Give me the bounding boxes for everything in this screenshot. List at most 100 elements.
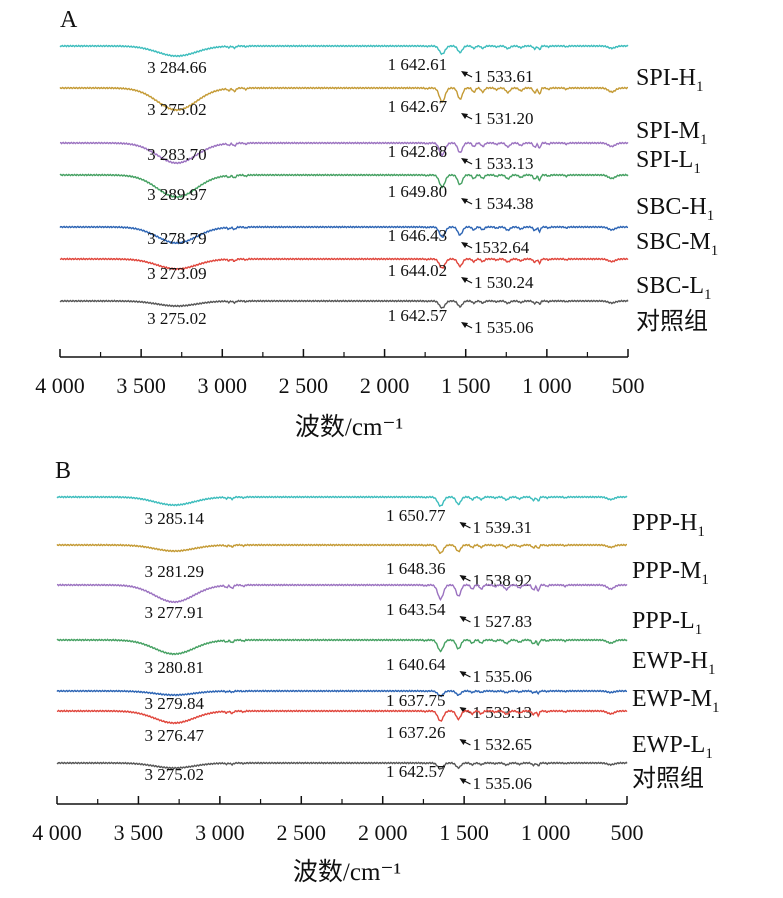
peak-label-oh: 3 281.29 — [145, 562, 205, 581]
peak-label-amide1: 1 643.54 — [386, 600, 446, 619]
series-label-b-4: EWP-M1 — [632, 686, 720, 716]
panel-b-plot: 3 285.14 1 650.77 1 539.31 PPP-H1 3 281.29 1 … — [32, 495, 720, 886]
series-label-b-2: PPP-L1 — [632, 608, 702, 638]
panel-a-letter: A — [60, 7, 78, 33]
x-tick-label: 3 500 — [116, 373, 166, 398]
peak-label-amide1: 1 642.88 — [388, 142, 448, 161]
series-label-b-6: 对照组 — [632, 765, 704, 792]
x-tick-label: 1 000 — [522, 373, 572, 398]
peak-label-oh: 3 278.79 — [147, 229, 207, 248]
peak-label-amide1: 1 649.80 — [388, 182, 448, 201]
x-tick-label: 3 500 — [114, 820, 164, 845]
peak-arrowhead — [461, 322, 469, 328]
x-tick-label: 2 000 — [358, 820, 408, 845]
x-tick-label: 1 500 — [439, 820, 489, 845]
x-tick-label: 1 000 — [521, 820, 571, 845]
peak-label-amide1: 1 648.36 — [386, 559, 446, 578]
x-tick-label: 1 500 — [441, 373, 491, 398]
series-label-a-2: SPI-L1 — [636, 147, 701, 177]
x-tick-label: 2 000 — [360, 373, 410, 398]
peak-label-oh: 3 283.70 — [147, 145, 207, 164]
peak-label-oh: 3 280.81 — [145, 658, 205, 677]
peak-arrowhead — [461, 158, 469, 164]
peak-label-amide1: 1 642.57 — [388, 306, 448, 325]
peak-label-amide2: 1 533.13 — [474, 154, 534, 173]
peak-arrowhead — [459, 739, 467, 745]
series-label-b-1: PPP-M1 — [632, 558, 709, 588]
peak-label-amide2: 1 527.83 — [472, 612, 532, 631]
peak-label-amide1: 1 640.64 — [386, 655, 446, 674]
x-tick-label: 4 000 — [35, 373, 85, 398]
spectrum-line-b-4 — [56, 689, 628, 698]
x-tick-label: 2 500 — [277, 820, 327, 845]
peak-label-amide2: 1532.64 — [474, 238, 530, 257]
peak-arrowhead — [459, 707, 467, 713]
peak-label-amide2: 1 535.06 — [474, 318, 534, 337]
peak-arrowhead — [461, 277, 469, 283]
x-tick-label: 2 500 — [279, 373, 329, 398]
peak-label-oh: 3 285.14 — [145, 509, 205, 528]
peak-label-amide2: 1 530.24 — [474, 273, 534, 292]
series-label-b-3: EWP-H1 — [632, 648, 715, 678]
x-tick-label: 3 000 — [195, 820, 245, 845]
spectrum-line-a-3 — [59, 173, 629, 199]
peak-label-amide1: 1 642.57 — [386, 762, 446, 781]
spectrum-line-a-2 — [59, 141, 629, 165]
peak-label-amide2: 1 538.92 — [472, 571, 532, 590]
spectrum-line-a-0 — [59, 44, 629, 58]
series-label-b-0: PPP-H1 — [632, 510, 705, 540]
peak-arrowhead — [459, 575, 467, 581]
peak-arrowhead — [461, 113, 469, 119]
peak-label-oh: 3 279.84 — [145, 694, 205, 713]
series-label-a-5: SBC-L1 — [636, 273, 712, 303]
peak-label-amide1: 1 650.77 — [386, 506, 446, 525]
series-label-a-0: SPI-H1 — [636, 65, 704, 95]
peak-label-amide2: 1 533.61 — [474, 67, 534, 86]
peak-label-oh: 3 275.02 — [145, 765, 205, 784]
series-label-a-3: SBC-H1 — [636, 194, 714, 224]
spectrum-line-a-5 — [59, 257, 629, 271]
x-axis-label: 波数/cm⁻¹ — [295, 413, 403, 441]
peak-label-amide1: 1 642.67 — [388, 97, 448, 116]
peak-arrowhead — [459, 671, 467, 677]
peak-label-amide1: 1 646.43 — [388, 226, 448, 245]
peak-label-oh: 3 289.97 — [147, 185, 207, 204]
panel-a-plot: 3 284.66 1 642.61 1 533.61 SPI-H1 3 275.02 1 … — [35, 44, 718, 441]
spectrum-line-b-3 — [56, 638, 628, 656]
spectrum-line-b-2 — [56, 583, 628, 604]
series-label-a-6: 对照组 — [636, 308, 708, 335]
panel-b-letter: B — [55, 458, 71, 484]
series-label-b-5: EWP-L1 — [632, 732, 713, 762]
peak-label-amide2: 1 532.65 — [472, 735, 532, 754]
spectrum-line-a-4 — [59, 225, 629, 245]
x-tick-label: 500 — [611, 820, 644, 845]
x-tick-label: 500 — [612, 373, 645, 398]
peak-arrowhead — [461, 71, 469, 77]
peak-label-amide1: 1 644.02 — [388, 261, 448, 280]
peak-label-amide1: 1 637.75 — [386, 691, 446, 710]
spectrum-line-a-6 — [59, 299, 629, 310]
peak-label-amide2: 1 531.20 — [474, 109, 534, 128]
peak-label-amide2: 1 535.06 — [472, 667, 532, 686]
peak-arrowhead — [459, 778, 467, 784]
peak-arrowhead — [459, 616, 467, 622]
peak-arrowhead — [459, 522, 467, 528]
spectrum-line-b-5 — [56, 709, 628, 725]
spectrum-line-b-0 — [56, 495, 628, 508]
peak-label-amide2: 1 534.38 — [474, 194, 534, 213]
spectrum-line-b-1 — [56, 543, 627, 554]
spectrum-line-b-6 — [56, 761, 628, 771]
x-axis-label: 波数/cm⁻¹ — [293, 858, 401, 886]
series-label-a-1: SPI-M1 — [636, 118, 708, 148]
x-tick-label: 3 000 — [198, 373, 248, 398]
peak-label-oh: 3 284.66 — [147, 58, 207, 77]
peak-label-oh: 3 275.02 — [147, 100, 207, 119]
peak-arrowhead — [461, 242, 469, 248]
peak-label-oh: 3 273.09 — [147, 264, 207, 283]
peak-label-oh: 3 275.02 — [147, 309, 207, 328]
spectrum-line-a-1 — [59, 86, 628, 112]
peak-label-oh: 3 277.91 — [145, 603, 205, 622]
peak-label-amide2: 1 535.06 — [472, 774, 532, 793]
peak-label-amide1: 1 637.26 — [386, 723, 446, 742]
